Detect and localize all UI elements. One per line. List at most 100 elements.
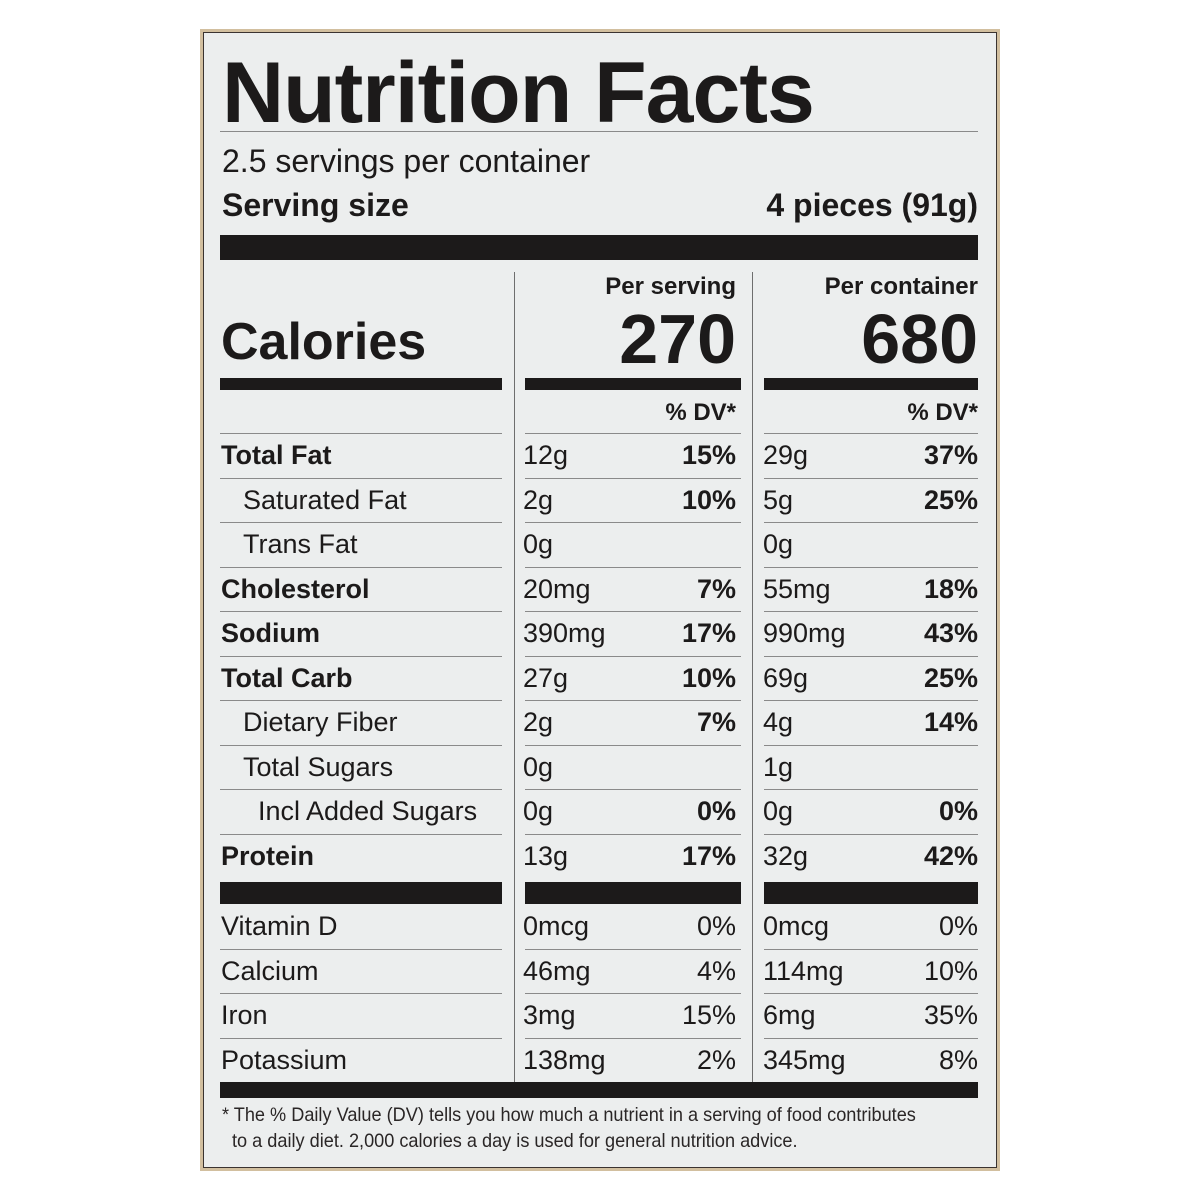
row-divider	[220, 655, 502, 657]
dv-per-serving: 10%	[681, 484, 736, 515]
row-divider	[220, 948, 502, 950]
nutrition-label-panel	[203, 32, 997, 1168]
bottom-thick-divider	[220, 1082, 978, 1098]
nutrient-name: Total Sugars	[243, 751, 394, 782]
amount-per-serving: 0mcg	[523, 911, 590, 941]
row-divider	[220, 700, 502, 701]
amount-per-container: 114mg	[763, 955, 844, 986]
row-divider	[525, 522, 741, 523]
serving-size-label: Serving size	[222, 187, 409, 223]
dv-per-serving: 17%	[681, 840, 736, 871]
amount-per-container: 55mg	[763, 573, 831, 604]
footnote-line-1: * The % Daily Value (DV) tells you how m…	[222, 1104, 916, 1126]
per-container-header: Per container	[824, 273, 978, 300]
row-divider	[764, 744, 978, 746]
row-divider	[764, 477, 978, 479]
nutrient-name: Potassium	[221, 1044, 348, 1075]
row-divider	[220, 1037, 502, 1039]
row-divider	[764, 522, 978, 523]
nutrient-name: Cholesterol	[221, 573, 370, 604]
amount-per-serving: 46mg	[523, 955, 591, 986]
dv-header-serving: % DV*	[665, 399, 736, 426]
row-divider	[525, 948, 741, 950]
dv-per-container: 25%	[923, 484, 978, 515]
amount-per-container: 0g	[763, 529, 794, 559]
nutrient-name: Trans Fat	[243, 529, 358, 559]
amount-per-serving: 138mg	[523, 1044, 606, 1075]
row-divider	[764, 655, 978, 657]
thick-divider	[525, 882, 741, 904]
dv-per-serving: 15%	[681, 1000, 736, 1030]
nutrient-name: Vitamin D	[221, 911, 338, 941]
amount-per-container: 1g	[763, 751, 794, 782]
row-divider	[525, 833, 741, 835]
row-divider	[764, 789, 978, 790]
thick-divider	[764, 882, 978, 904]
row-divider	[764, 993, 978, 994]
row-divider	[764, 948, 978, 950]
per-serving-header: Per serving	[605, 273, 736, 300]
dv-per-container: 14%	[923, 707, 978, 737]
nutrient-name: Total Fat	[221, 440, 332, 470]
row-divider	[220, 789, 502, 790]
nutrient-name: Iron	[221, 1000, 268, 1030]
row-divider	[220, 993, 502, 994]
thick-divider	[220, 882, 502, 904]
row-divider	[525, 477, 741, 479]
nutrient-name: Incl Added Sugars	[258, 796, 478, 826]
amount-per-serving: 0g	[523, 796, 554, 826]
dv-per-serving: 17%	[681, 618, 736, 648]
row-divider	[764, 1037, 978, 1039]
amount-per-container: 32g	[763, 840, 809, 871]
dv-per-serving: 2%	[696, 1044, 736, 1075]
dv-per-container: 42%	[923, 840, 978, 871]
row-divider	[220, 833, 502, 835]
amount-per-container: 0mcg	[763, 911, 830, 941]
amount-per-container: 69g	[763, 662, 809, 693]
dv-per-container: 18%	[923, 573, 978, 604]
row-divider	[525, 993, 741, 994]
title-divider	[220, 131, 978, 132]
row-divider	[525, 1037, 741, 1039]
calories-divider	[525, 378, 741, 390]
dv-per-container: 43%	[923, 618, 978, 648]
row-divider	[525, 566, 741, 568]
amount-per-serving: 3mg	[523, 1000, 576, 1030]
dv-per-container: 37%	[923, 440, 978, 470]
amount-per-serving: 12g	[523, 440, 569, 470]
amount-per-container: 990mg	[763, 618, 846, 648]
row-divider	[220, 566, 502, 568]
column-divider	[752, 272, 753, 1082]
amount-per-container: 5g	[763, 484, 794, 515]
servings-per-container: 2.5 servings per container	[222, 143, 591, 179]
calories-divider	[764, 378, 978, 390]
dv-per-container: 0%	[938, 911, 978, 941]
calories-label: Calories	[221, 313, 427, 371]
dv-per-container: 35%	[923, 1000, 978, 1030]
row-divider	[525, 611, 741, 612]
nutrient-name: Protein	[221, 840, 315, 871]
column-divider	[514, 272, 515, 1082]
amount-per-container: 0g	[763, 796, 794, 826]
dv-per-container: 25%	[923, 662, 978, 693]
calories-per-container: 680	[861, 300, 978, 378]
row-divider	[764, 611, 978, 612]
row-divider	[525, 655, 741, 657]
dv-per-container: 0%	[938, 796, 978, 826]
dv-per-serving: 0%	[696, 911, 736, 941]
row-divider	[220, 744, 502, 746]
row-divider	[525, 700, 741, 701]
dv-per-serving: 4%	[696, 955, 736, 986]
amount-per-serving: 2g	[523, 707, 554, 737]
dv-per-serving: 15%	[681, 440, 736, 470]
nutrient-name: Calcium	[221, 955, 319, 986]
row-divider	[220, 611, 502, 612]
amount-per-serving: 0g	[523, 751, 554, 782]
amount-per-serving: 13g	[523, 840, 569, 871]
row-divider	[525, 789, 741, 790]
calories-per-serving: 270	[619, 300, 736, 378]
amount-per-container: 4g	[763, 707, 794, 737]
row-divider	[764, 566, 978, 568]
nutrient-name: Total Carb	[221, 662, 353, 693]
dv-per-serving: 10%	[681, 662, 736, 693]
